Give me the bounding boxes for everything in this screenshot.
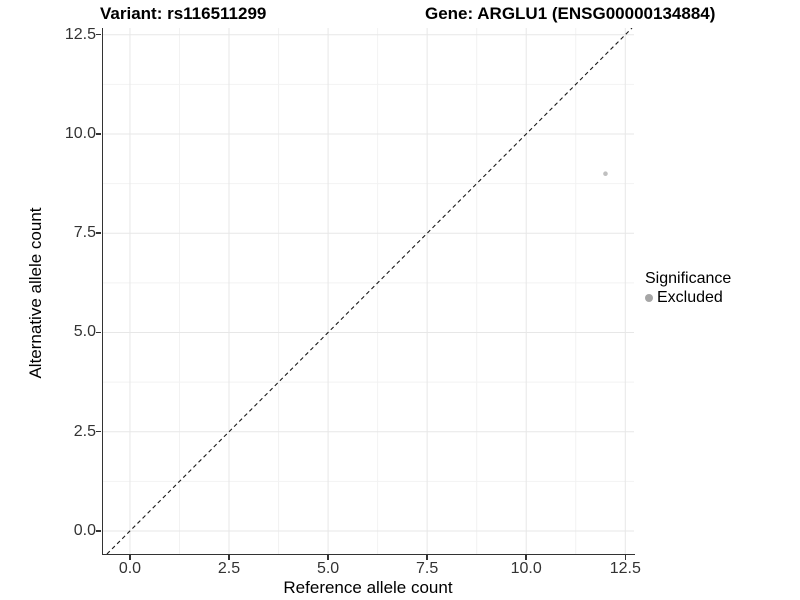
x-tick-mark [426,555,428,560]
y-tick-mark [96,530,101,532]
y-tick-mark [96,232,101,234]
y-tick-mark [96,331,101,334]
identity-dashed-line [106,27,633,555]
y-tick-label: 2.5 [73,422,96,440]
x-tick-mark [327,555,329,560]
plot-canvas [103,27,634,555]
y-tick-label: 5.0 [73,323,96,341]
x-tick-mark [624,555,627,560]
x-tick-label: 2.5 [217,560,241,577]
y-tick-mark [96,430,101,433]
x-tick-mark [129,555,131,560]
legend-item-excluded: Excluded [645,288,731,307]
legend-item-label: Excluded [657,288,723,306]
y-tick-label: 10.0 [64,124,96,142]
plot-title-gene: Gene: ARGLU1 (ENSG00000134884) [425,4,716,23]
x-axis-title: Reference allele count [283,578,453,597]
x-tick-label: 7.5 [416,560,439,577]
y-tick-label: 12.5 [64,25,96,43]
x-tick-label: 12.5 [609,560,641,577]
legend-title: Significance [645,270,732,287]
y-axis-title: Alternative allele count [26,207,45,379]
x-tick-mark [525,555,527,560]
y-tick-mark [96,33,101,36]
x-axis-line [101,553,635,555]
data-point [603,171,608,176]
legend: Significance Excluded [645,269,731,307]
plot-title-variant: Variant: rs116511299 [100,4,267,23]
y-axis-line [101,28,103,555]
x-tick-label: 5.0 [316,560,340,577]
x-tick-mark [228,555,230,560]
x-tick-label: 10.0 [510,560,542,577]
y-tick-label: 7.5 [73,224,96,242]
legend-key-dot-icon [645,293,653,302]
plot-panel [103,27,634,555]
y-tick-label: 0.0 [73,521,96,539]
y-tick-mark [96,133,101,135]
x-tick-label: 0.0 [118,560,142,577]
